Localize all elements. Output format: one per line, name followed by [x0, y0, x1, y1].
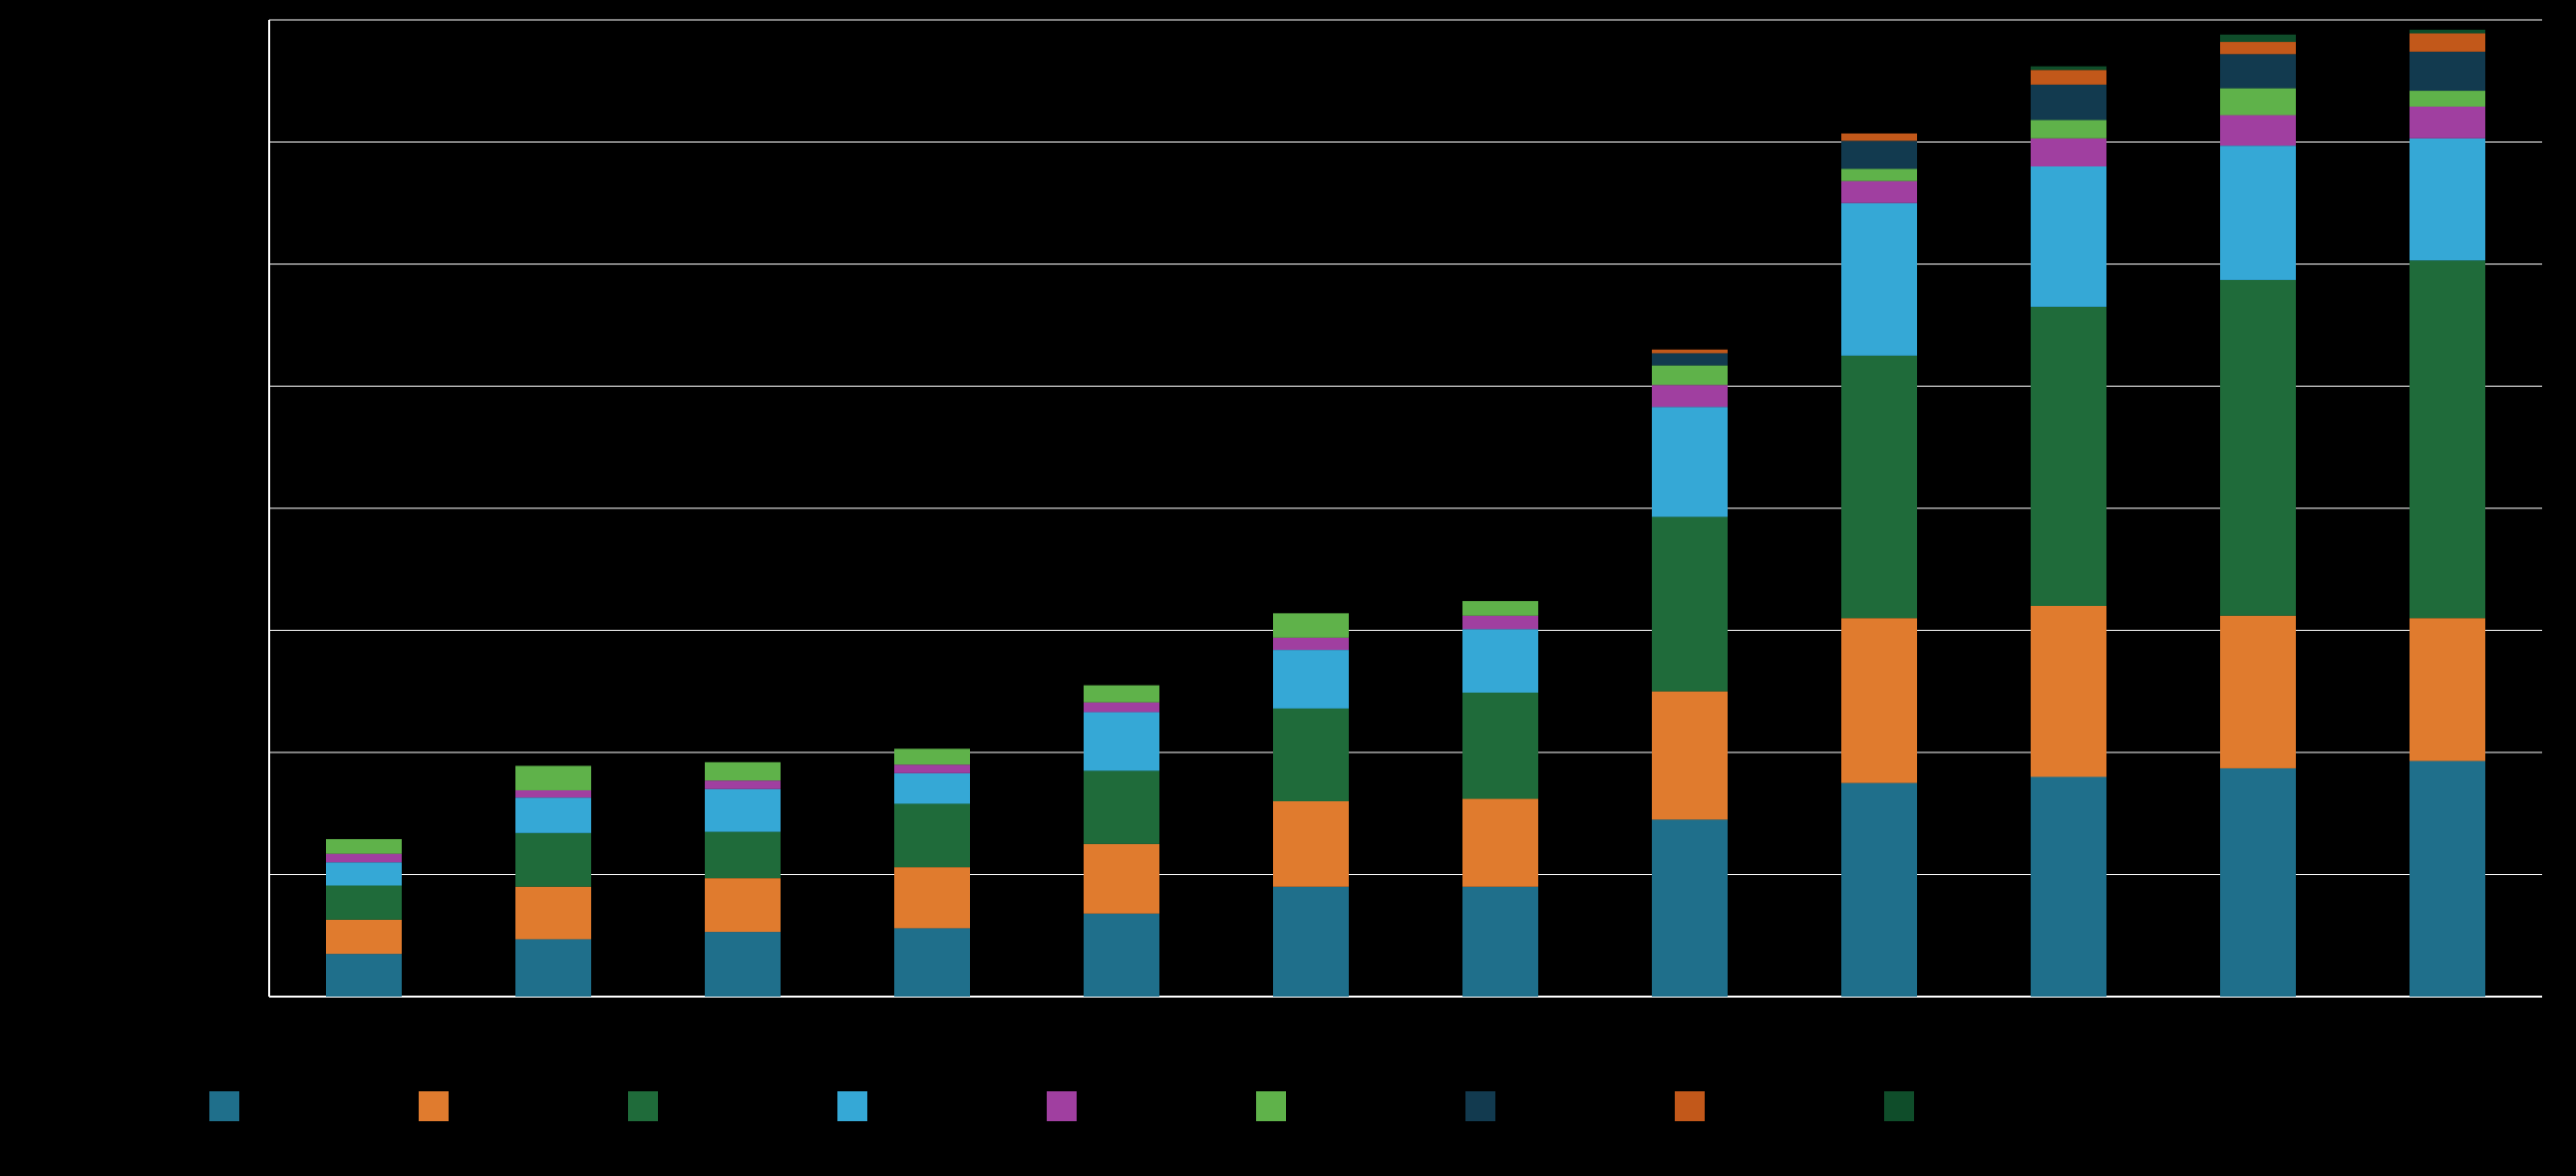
bar-segment: [1273, 709, 1349, 801]
bar-segment: [2031, 70, 2106, 85]
bar-segment: [894, 764, 970, 773]
bar-segment: [2031, 166, 2106, 307]
chart-container: [0, 0, 2576, 1171]
bar-segment: [326, 854, 402, 863]
bar-segment: [2410, 139, 2485, 261]
bar-segment: [2410, 761, 2485, 997]
bar-segment: [515, 797, 591, 833]
bar-segment: [894, 748, 970, 764]
bar-segment: [2410, 33, 2485, 51]
bar-segment: [894, 867, 970, 928]
bar-segment: [515, 765, 591, 790]
bar-segment: [1841, 618, 1917, 782]
bar-segment: [326, 920, 402, 954]
bar-segment: [2410, 30, 2485, 34]
bar-segment: [2220, 35, 2296, 42]
bar-segment: [1652, 692, 1728, 820]
bar-segment: [326, 886, 402, 920]
bar-segment: [705, 832, 781, 879]
bar-segment: [2410, 91, 2485, 107]
bar-segment: [2220, 768, 2296, 997]
bar-segment: [2031, 606, 2106, 777]
bar-segment: [1084, 914, 1159, 997]
bar-segment: [2220, 54, 2296, 88]
bar-segment: [515, 939, 591, 997]
legend-swatch: [209, 1091, 239, 1121]
bar-segment: [1462, 693, 1538, 799]
legend-swatch: [419, 1091, 449, 1121]
bar-segment: [1273, 650, 1349, 709]
legend-swatch: [1047, 1091, 1077, 1121]
bar-segment: [2031, 777, 2106, 998]
bar-segment: [2410, 260, 2485, 618]
bar-segment: [1841, 356, 1917, 618]
bar-segment: [1273, 638, 1349, 650]
legend-swatch: [1256, 1091, 1286, 1121]
bar-segment: [2220, 280, 2296, 616]
bar-segment: [2031, 120, 2106, 138]
bar-segment: [2220, 116, 2296, 147]
bar-segment: [2220, 616, 2296, 768]
bar-segment: [1652, 366, 1728, 386]
bar-segment: [2410, 52, 2485, 91]
bar-segment: [326, 862, 402, 885]
bar-segment: [515, 887, 591, 940]
bar-segment: [515, 790, 591, 797]
bar-segment: [1273, 887, 1349, 997]
bar-segment: [1841, 783, 1917, 997]
legend-swatch: [837, 1091, 867, 1121]
bar-segment: [1652, 407, 1728, 516]
bar-segment: [894, 928, 970, 997]
bar-segment: [1841, 134, 1917, 141]
bar-segment: [1652, 350, 1728, 354]
bar-segment: [2220, 146, 2296, 280]
bar-segment: [1841, 181, 1917, 203]
bar-segment: [1841, 203, 1917, 356]
bar-segment: [1652, 353, 1728, 365]
bar-segment: [515, 833, 591, 887]
bar-segment: [2031, 85, 2106, 121]
bar-segment: [705, 932, 781, 997]
bar-segment: [2031, 139, 2106, 166]
bar-segment: [705, 780, 781, 789]
legend-swatch: [1465, 1091, 1495, 1121]
bar-segment: [705, 762, 781, 780]
bar-segment: [2031, 307, 2106, 606]
bar-segment: [1841, 141, 1917, 168]
legend-swatch: [1884, 1091, 1914, 1121]
bar-segment: [1273, 801, 1349, 887]
bar-segment: [1652, 517, 1728, 692]
bar-segment: [1273, 613, 1349, 638]
bar-segment: [2410, 107, 2485, 139]
bar-segment: [1084, 713, 1159, 771]
bar-segment: [1462, 799, 1538, 887]
bar-segment: [894, 773, 970, 804]
bar-segment: [1462, 629, 1538, 693]
bar-segment: [894, 803, 970, 867]
legend-swatch: [1675, 1091, 1705, 1121]
bar-segment: [1841, 168, 1917, 180]
bar-segment: [1652, 819, 1728, 997]
bar-segment: [1084, 844, 1159, 914]
bar-segment: [1084, 770, 1159, 844]
legend-swatch: [628, 1091, 658, 1121]
bar-segment: [1084, 686, 1159, 703]
bar-segment: [2220, 42, 2296, 54]
bar-segment: [1084, 703, 1159, 713]
bar-segment: [705, 878, 781, 932]
bar-segment: [1462, 887, 1538, 997]
bar-segment: [2220, 89, 2296, 116]
bar-segment: [1462, 616, 1538, 629]
bar-segment: [2031, 67, 2106, 71]
bar-segment: [705, 789, 781, 832]
bar-segment: [326, 839, 402, 854]
bar-segment: [326, 954, 402, 997]
stacked-bar-chart: [0, 0, 2576, 1171]
bar-segment: [1652, 385, 1728, 407]
bar-segment: [1462, 601, 1538, 616]
bar-segment: [2410, 618, 2485, 760]
